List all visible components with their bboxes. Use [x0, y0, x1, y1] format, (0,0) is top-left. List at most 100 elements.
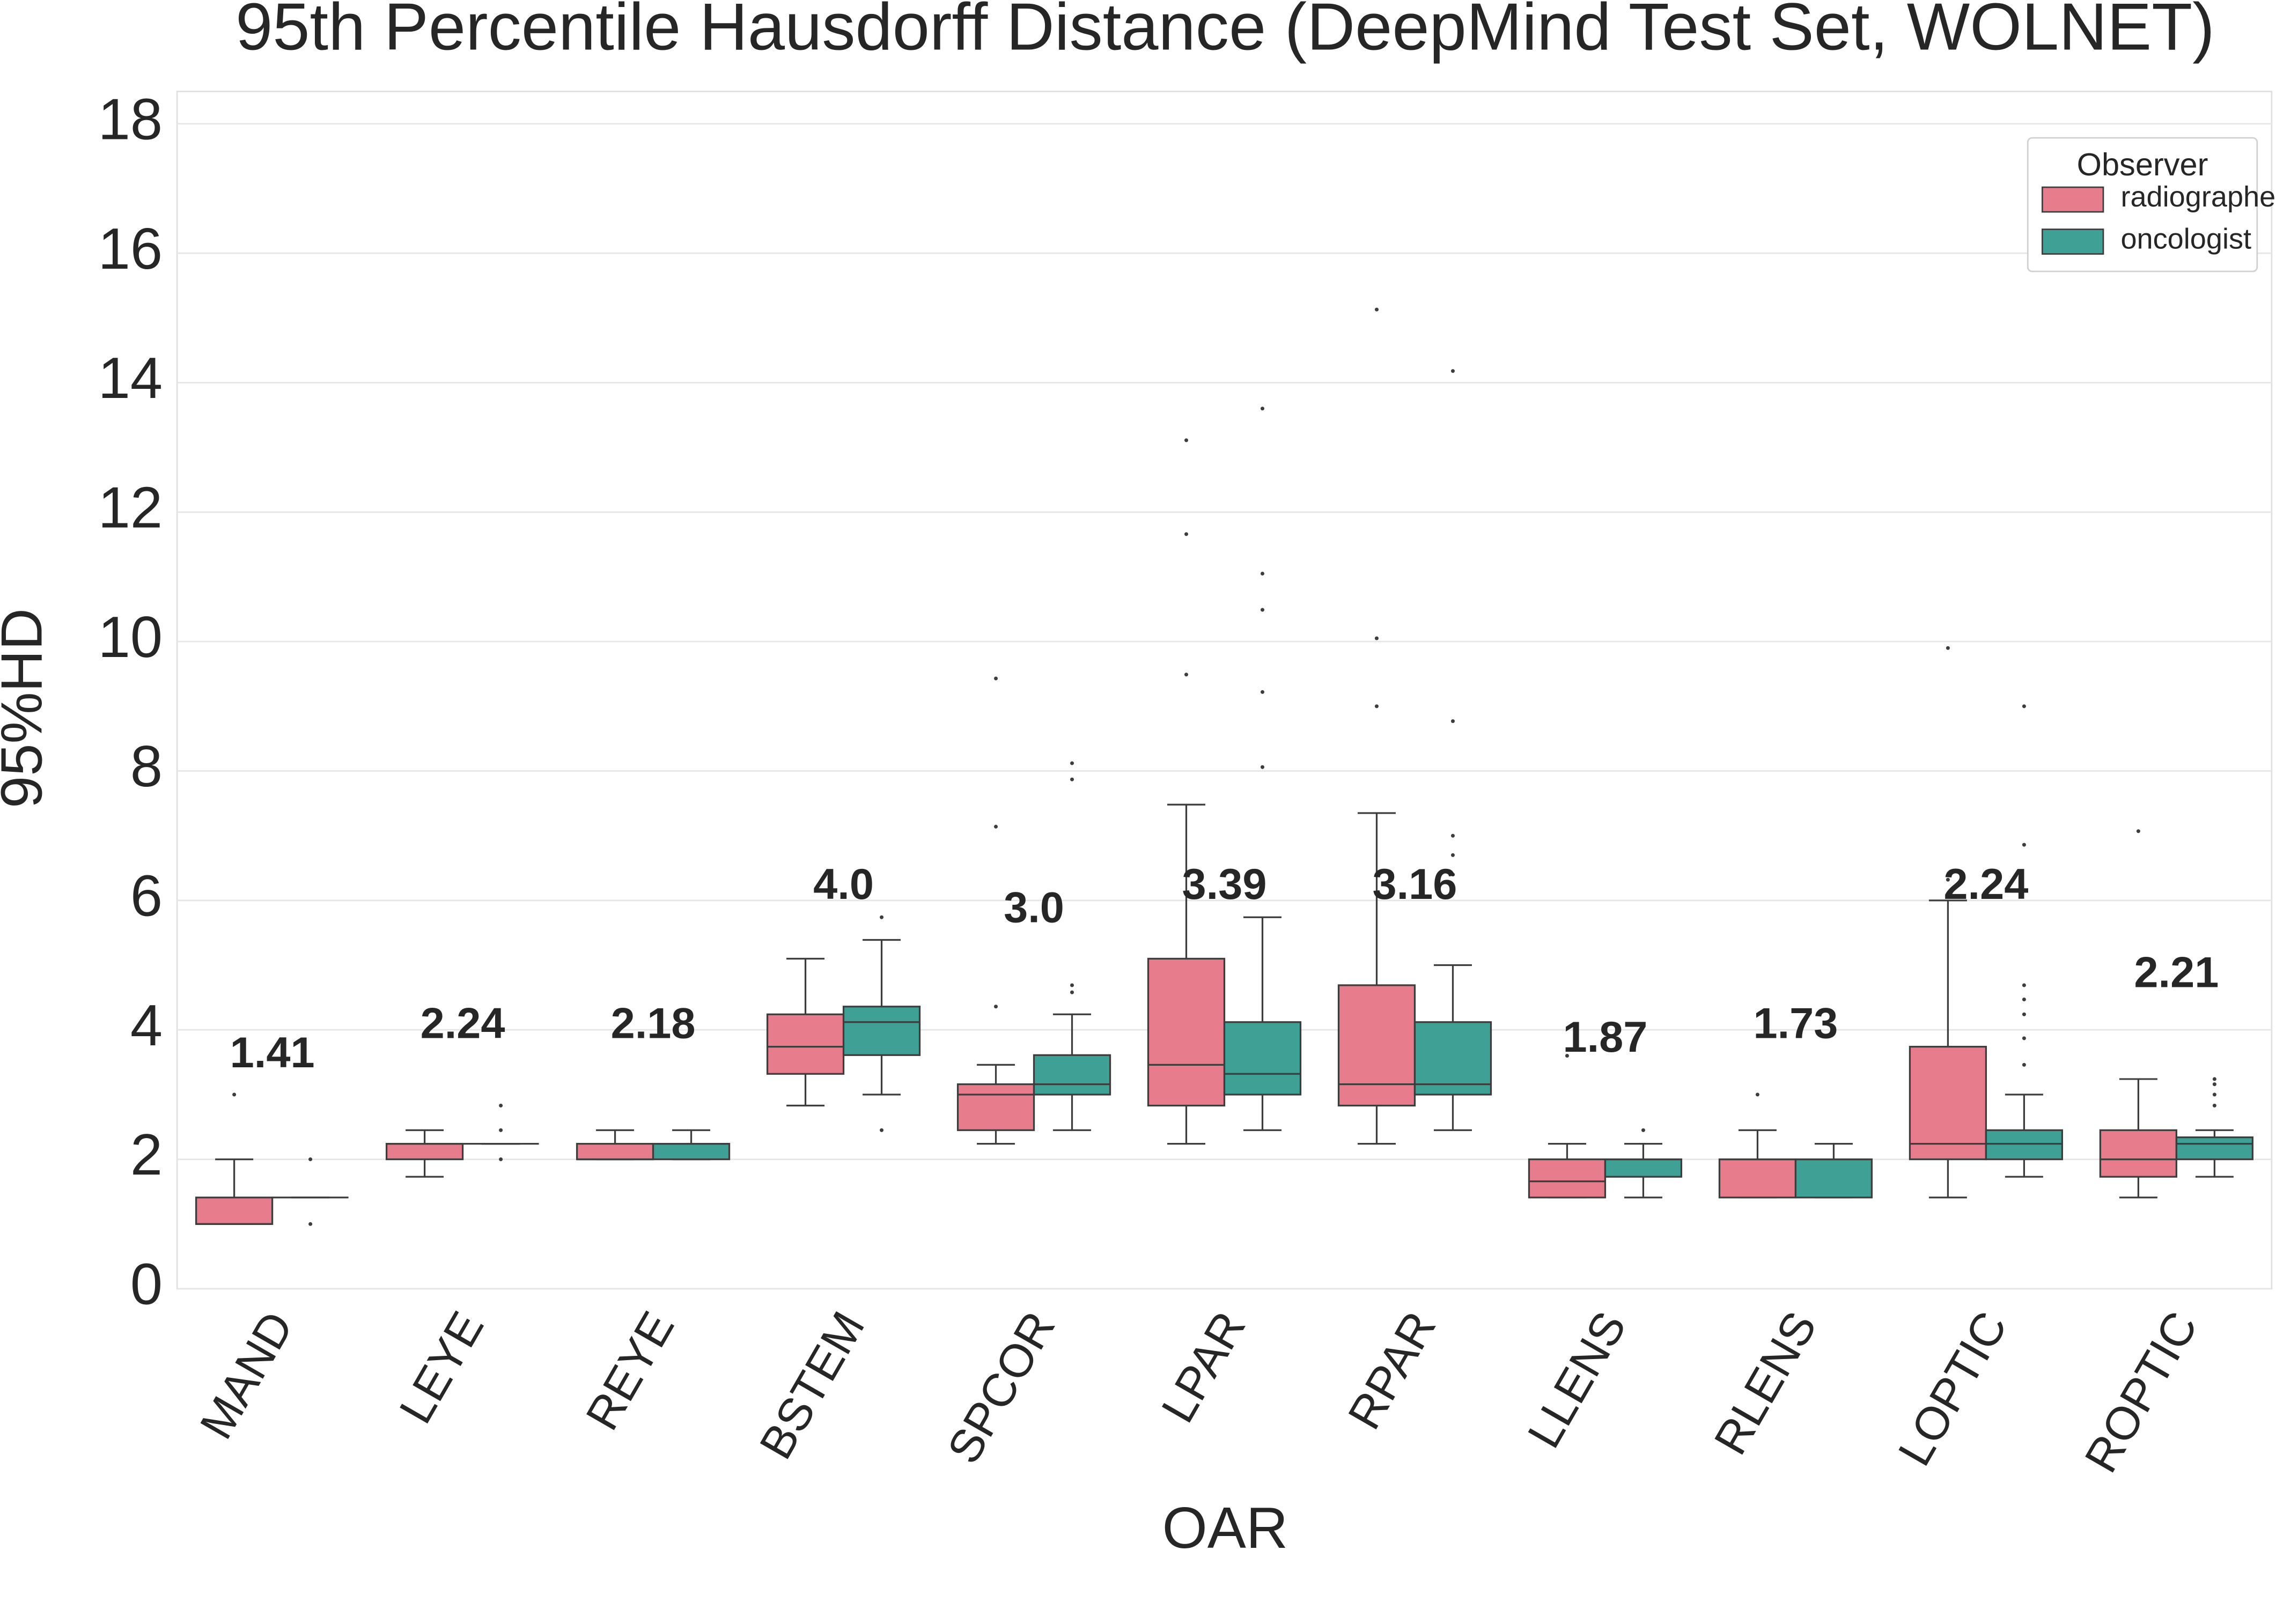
box	[766, 1013, 845, 1075]
outlier	[2022, 704, 2026, 708]
box	[1337, 984, 1416, 1107]
outlier	[1374, 636, 1379, 640]
legend-label: oncologist	[2120, 223, 2251, 255]
outlier	[1946, 646, 1950, 650]
x-tick-label: MAND	[190, 1303, 304, 1448]
box	[1033, 1054, 1111, 1096]
outlier	[2212, 1103, 2216, 1108]
annotation: 1.73	[1753, 1000, 1838, 1048]
y-tick-label: 2	[130, 1122, 163, 1187]
y-tick-label: 4	[130, 993, 163, 1058]
outlier	[880, 1128, 884, 1132]
y-tick-label: 8	[130, 734, 163, 799]
y-tick-label: 0	[130, 1252, 163, 1317]
box	[1909, 1045, 1987, 1161]
y-tick-label: 18	[98, 86, 163, 151]
outlier	[1184, 438, 1189, 442]
outlier	[1260, 407, 1265, 411]
x-tick-label: BSTEM	[750, 1303, 874, 1467]
outlier	[1070, 761, 1074, 765]
box	[2175, 1136, 2254, 1161]
outlier	[232, 1092, 237, 1097]
outlier	[1184, 532, 1189, 536]
outlier	[1070, 990, 1074, 994]
outlier	[1450, 873, 1455, 877]
outlier	[2022, 983, 2026, 987]
x-tick-label: LEYE	[390, 1303, 494, 1432]
annotation: 3.39	[1182, 860, 1267, 909]
outlier	[1260, 690, 1265, 694]
outlier	[1450, 369, 1455, 373]
annotation: 2.24	[421, 1000, 505, 1048]
outlier	[2212, 1082, 2216, 1087]
outlier	[308, 1222, 313, 1226]
x-tick-label: LLENS	[1518, 1303, 1636, 1457]
outlier	[880, 915, 884, 919]
outlier	[2022, 1012, 2026, 1016]
box	[385, 1142, 464, 1161]
x-tick-label: SPCOR	[938, 1303, 1065, 1472]
outlier	[1070, 777, 1074, 781]
box	[956, 1083, 1035, 1131]
outlier	[994, 824, 998, 829]
box	[1985, 1129, 2064, 1161]
legend-swatch	[2041, 186, 2104, 213]
box	[2099, 1129, 2178, 1178]
outlier	[1450, 833, 1455, 838]
annotation: 3.0	[1004, 884, 1064, 932]
x-tick-label: ROPTIC	[2075, 1303, 2208, 1481]
box	[576, 1142, 654, 1161]
box	[1718, 1158, 1797, 1199]
outlier	[1641, 1128, 1645, 1132]
box	[1794, 1158, 1873, 1199]
y-tick-label: 10	[98, 604, 163, 669]
annotation: 2.18	[611, 1000, 696, 1048]
outlier	[1450, 719, 1455, 724]
annotation: 2.24	[1943, 860, 2028, 909]
outlier	[308, 1157, 313, 1162]
outlier	[2212, 1077, 2216, 1081]
outlier	[2022, 843, 2026, 847]
x-tick-label: LPAR	[1152, 1303, 1255, 1431]
y-axis-label: 95%HD	[0, 608, 54, 808]
outlier	[499, 1128, 503, 1132]
outlier	[1755, 1092, 1759, 1097]
box	[842, 1006, 921, 1056]
outlier	[1374, 704, 1379, 708]
x-tick-label: REYE	[576, 1303, 684, 1438]
outlier	[1565, 1053, 1569, 1058]
legend-label: radiographer	[2120, 181, 2276, 213]
outlier	[1450, 853, 1455, 857]
x-tick-label: RPAR	[1338, 1303, 1446, 1438]
annotation: 1.87	[1563, 1013, 1647, 1061]
x-axis-label: OAR	[1162, 1495, 1288, 1560]
y-tick-label: 12	[98, 475, 163, 540]
outlier	[2022, 997, 2026, 1002]
outlier	[1260, 571, 1265, 576]
annotation: 1.41	[230, 1029, 315, 1077]
outlier	[2136, 829, 2140, 833]
box	[195, 1197, 274, 1225]
annotation: 3.16	[1372, 860, 1457, 909]
outlier	[1184, 673, 1189, 677]
outlier	[499, 1103, 503, 1108]
outlier	[2022, 1062, 2026, 1067]
legend-title: Observer	[2077, 146, 2208, 182]
chart-title: 95th Percentile Hausdorff Distance (Deep…	[235, 0, 2215, 64]
outlier	[1070, 983, 1074, 987]
x-tick-label: LOPTIC	[1889, 1303, 2017, 1474]
outlier	[1946, 877, 1950, 882]
annotation: 4.0	[813, 860, 874, 909]
outlier	[2212, 1092, 2216, 1097]
box	[1147, 957, 1226, 1107]
outlier	[499, 1157, 503, 1162]
y-tick-label: 16	[98, 216, 163, 281]
x-tick-label: RLENS	[1705, 1303, 1826, 1463]
box	[1604, 1158, 1683, 1178]
box	[1413, 1021, 1492, 1096]
annotation: 2.21	[2134, 948, 2219, 996]
outlier	[1260, 765, 1265, 769]
box	[1528, 1158, 1607, 1199]
box	[652, 1142, 731, 1161]
